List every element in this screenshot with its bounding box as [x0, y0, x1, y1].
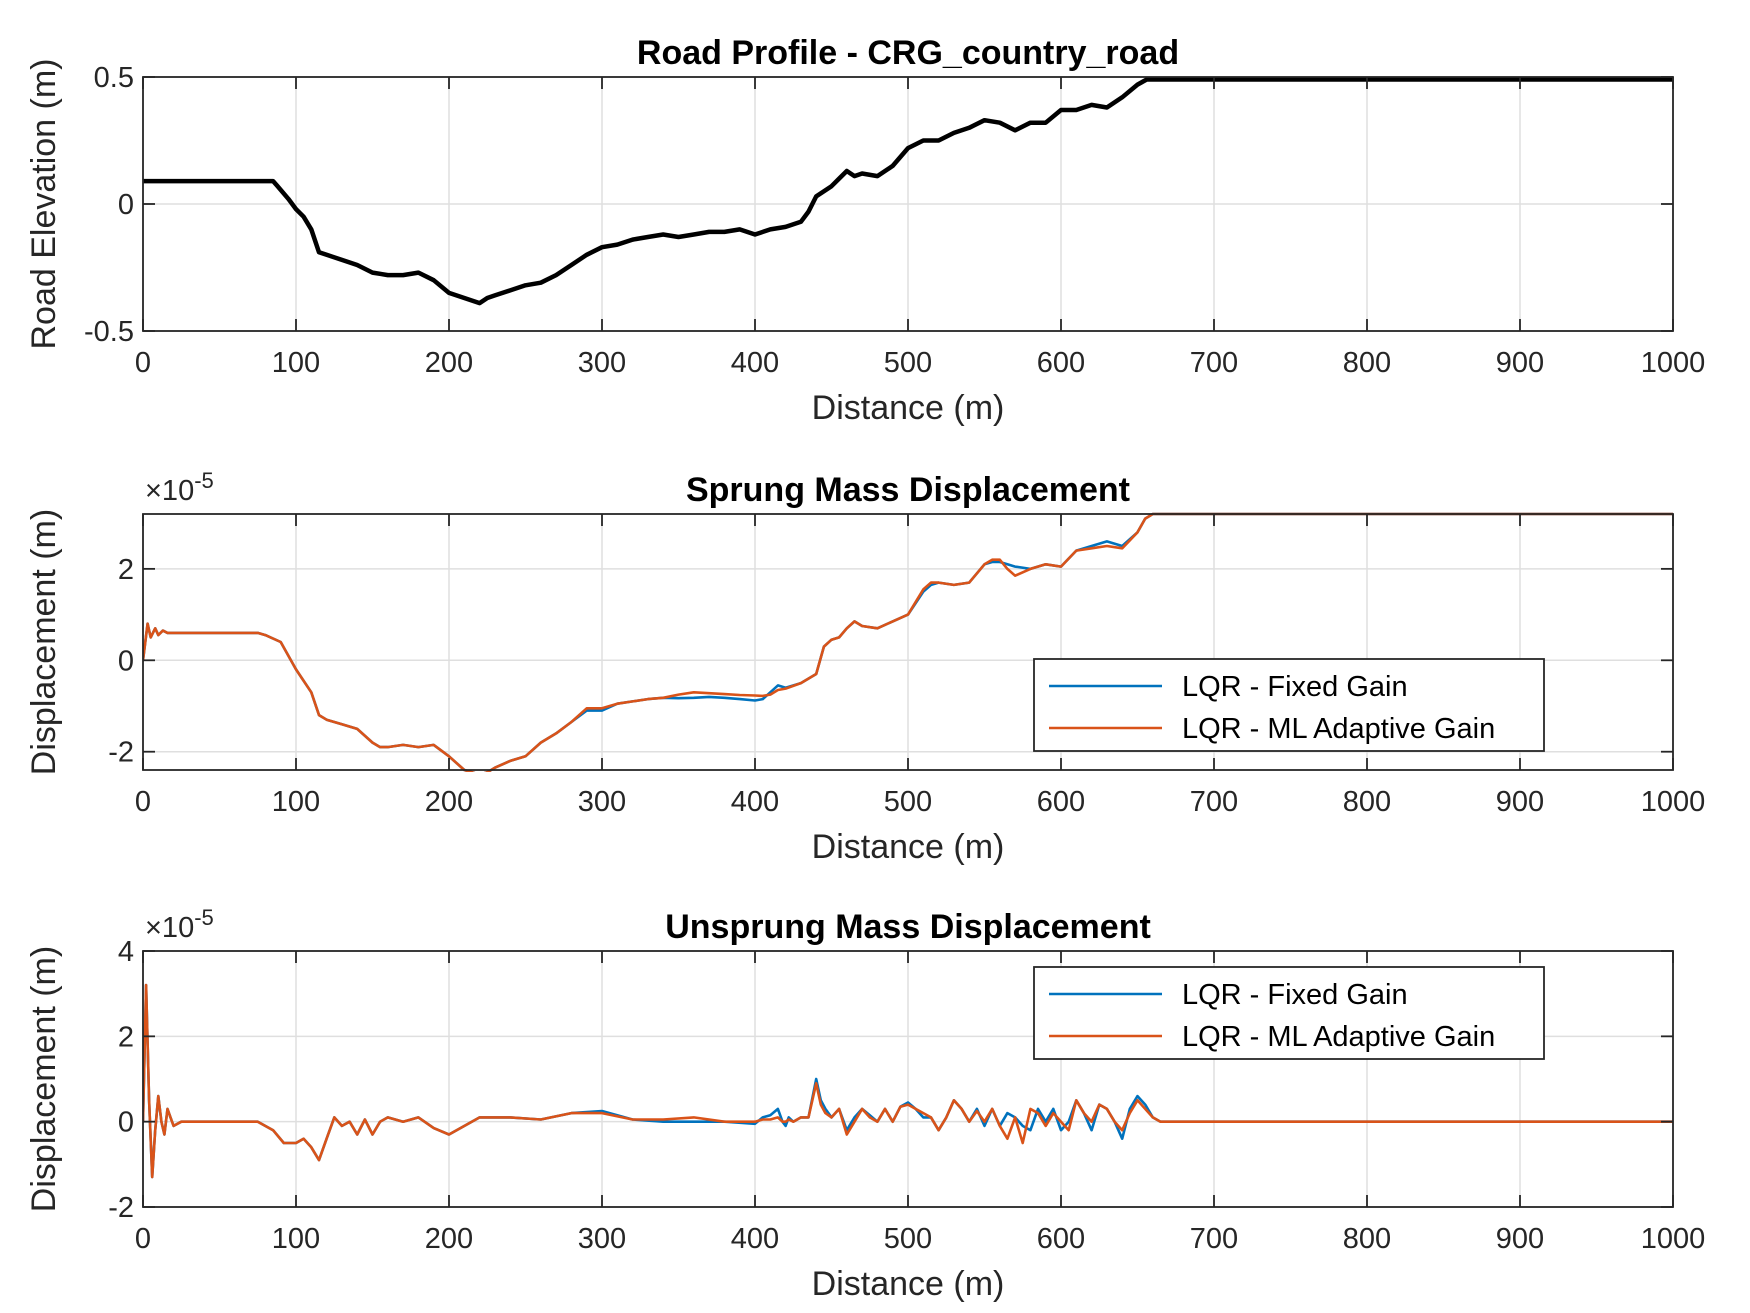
sprung-mass-legend-box: [1033, 658, 1545, 752]
sprung-mass-xtick-label-0: 0: [135, 786, 151, 818]
sprung-mass-ytick-label-0: -2: [108, 737, 134, 769]
unsprung-mass-xtick-label-4: 400: [731, 1223, 779, 1255]
road-profile-series-0: [143, 77, 1673, 306]
road-profile-xtick-label-2: 200: [425, 347, 473, 379]
unsprung-mass-ytick-label-1: 0: [118, 1107, 134, 1139]
sprung-mass-xtick-label-4: 400: [731, 786, 779, 818]
unsprung-mass-axes: 0 100 200 300 400 500 600 700 800 900 1000-2024Uns…: [25, 905, 1705, 1303]
road-profile-ytick-label-1: 0: [118, 189, 134, 221]
unsprung-mass-ytick-label-2: 2: [118, 1021, 134, 1053]
unsprung-mass-legend: LQR - Fixed Gain LQR - ML Adaptive Gain: [1033, 966, 1545, 1060]
road-profile-xtick-label-9: 900: [1496, 347, 1544, 379]
sprung-mass-ylabel: Displacement (m): [25, 509, 63, 775]
sprung-mass-xtick-label-9: 900: [1496, 786, 1544, 818]
unsprung-mass-xtick-label-3: 300: [578, 1223, 626, 1255]
sprung-mass-xtick-label-8: 800: [1343, 786, 1391, 818]
unsprung-mass-xtick-label-9: 900: [1496, 1223, 1544, 1255]
sprung-mass-xtick-label-6: 600: [1037, 786, 1085, 818]
road-profile-xtick-label-0: 0: [135, 347, 151, 379]
sprung-mass-legend-label-0: LQR - Fixed Gain: [1182, 671, 1408, 703]
sprung-mass-legend-label-1: LQR - ML Adaptive Gain: [1182, 713, 1495, 745]
unsprung-mass-ytick-label-3: 4: [118, 936, 134, 968]
sprung-mass-xtick-label-5: 500: [884, 786, 932, 818]
road-profile-xtick-label-5: 500: [884, 347, 932, 379]
sprung-mass-series-1: [143, 512, 1673, 772]
road-profile-xtick-label-3: 300: [578, 347, 626, 379]
unsprung-mass-y-multiplier: ×10-5: [145, 905, 214, 944]
road-profile-ytick-label-0: -0.5: [84, 316, 134, 348]
unsprung-mass-title: Unsprung Mass Displacement: [665, 908, 1151, 946]
unsprung-mass-xtick-label-7: 700: [1190, 1223, 1238, 1255]
unsprung-mass-xtick-label-2: 200: [425, 1223, 473, 1255]
road-profile-xlabel: Distance (m): [812, 389, 1005, 427]
sprung-mass-xlabel: Distance (m): [812, 828, 1005, 866]
unsprung-mass-legend-label-0: LQR - Fixed Gain: [1182, 979, 1408, 1011]
unsprung-mass-legend-box: [1033, 966, 1545, 1060]
unsprung-mass-series-1: [143, 983, 1673, 1179]
unsprung-mass-xtick-label-6: 600: [1037, 1223, 1085, 1255]
road-profile-xtick-label-1: 100: [272, 347, 320, 379]
road-profile-xtick-label-8: 800: [1343, 347, 1391, 379]
sprung-mass-xtick-label-10: 1000: [1641, 786, 1706, 818]
road-profile-ytick-label-2: 0.5: [94, 62, 134, 94]
road-profile-xtick-label-6: 600: [1037, 347, 1085, 379]
sprung-mass-title: Sprung Mass Displacement: [686, 471, 1130, 509]
unsprung-mass-xtick-label-1: 100: [272, 1223, 320, 1255]
unsprung-mass-ylabel: Displacement (m): [25, 946, 63, 1212]
unsprung-mass-ytick-label-0: -2: [108, 1192, 134, 1224]
sprung-mass-legend: LQR - Fixed Gain LQR - ML Adaptive Gain: [1033, 658, 1545, 752]
unsprung-mass-xtick-label-5: 500: [884, 1223, 932, 1255]
unsprung-mass-legend-label-1: LQR - ML Adaptive Gain: [1182, 1021, 1495, 1053]
road-profile-xtick-label-4: 400: [731, 347, 779, 379]
road-profile-xtick-label-10: 1000: [1641, 347, 1706, 379]
unsprung-mass-xtick-label-8: 800: [1343, 1223, 1391, 1255]
road-profile-axes: 0 100 200 300 400 500 600 700 800 900 1000-0.500.5…: [25, 34, 1705, 427]
sprung-mass-xtick-label-3: 300: [578, 786, 626, 818]
sprung-mass-axes: 0 100 200 300 400 500 600 700 800 900 1000-202Spru…: [25, 468, 1705, 866]
sprung-mass-xtick-label-2: 200: [425, 786, 473, 818]
unsprung-mass-xtick-label-10: 1000: [1641, 1223, 1706, 1255]
road-profile-ylabel: Road Elevation (m): [25, 58, 63, 349]
sprung-mass-ytick-label-1: 0: [118, 645, 134, 677]
road-profile-title: Road Profile - CRG_country_road: [637, 34, 1179, 72]
road-profile-xtick-label-7: 700: [1190, 347, 1238, 379]
sprung-mass-y-multiplier: ×10-5: [145, 468, 214, 507]
unsprung-mass-xlabel: Distance (m): [812, 1265, 1005, 1303]
unsprung-mass-xtick-label-0: 0: [135, 1223, 151, 1255]
sprung-mass-xtick-label-7: 700: [1190, 786, 1238, 818]
sprung-mass-ytick-label-2: 2: [118, 554, 134, 586]
sprung-mass-xtick-label-1: 100: [272, 786, 320, 818]
